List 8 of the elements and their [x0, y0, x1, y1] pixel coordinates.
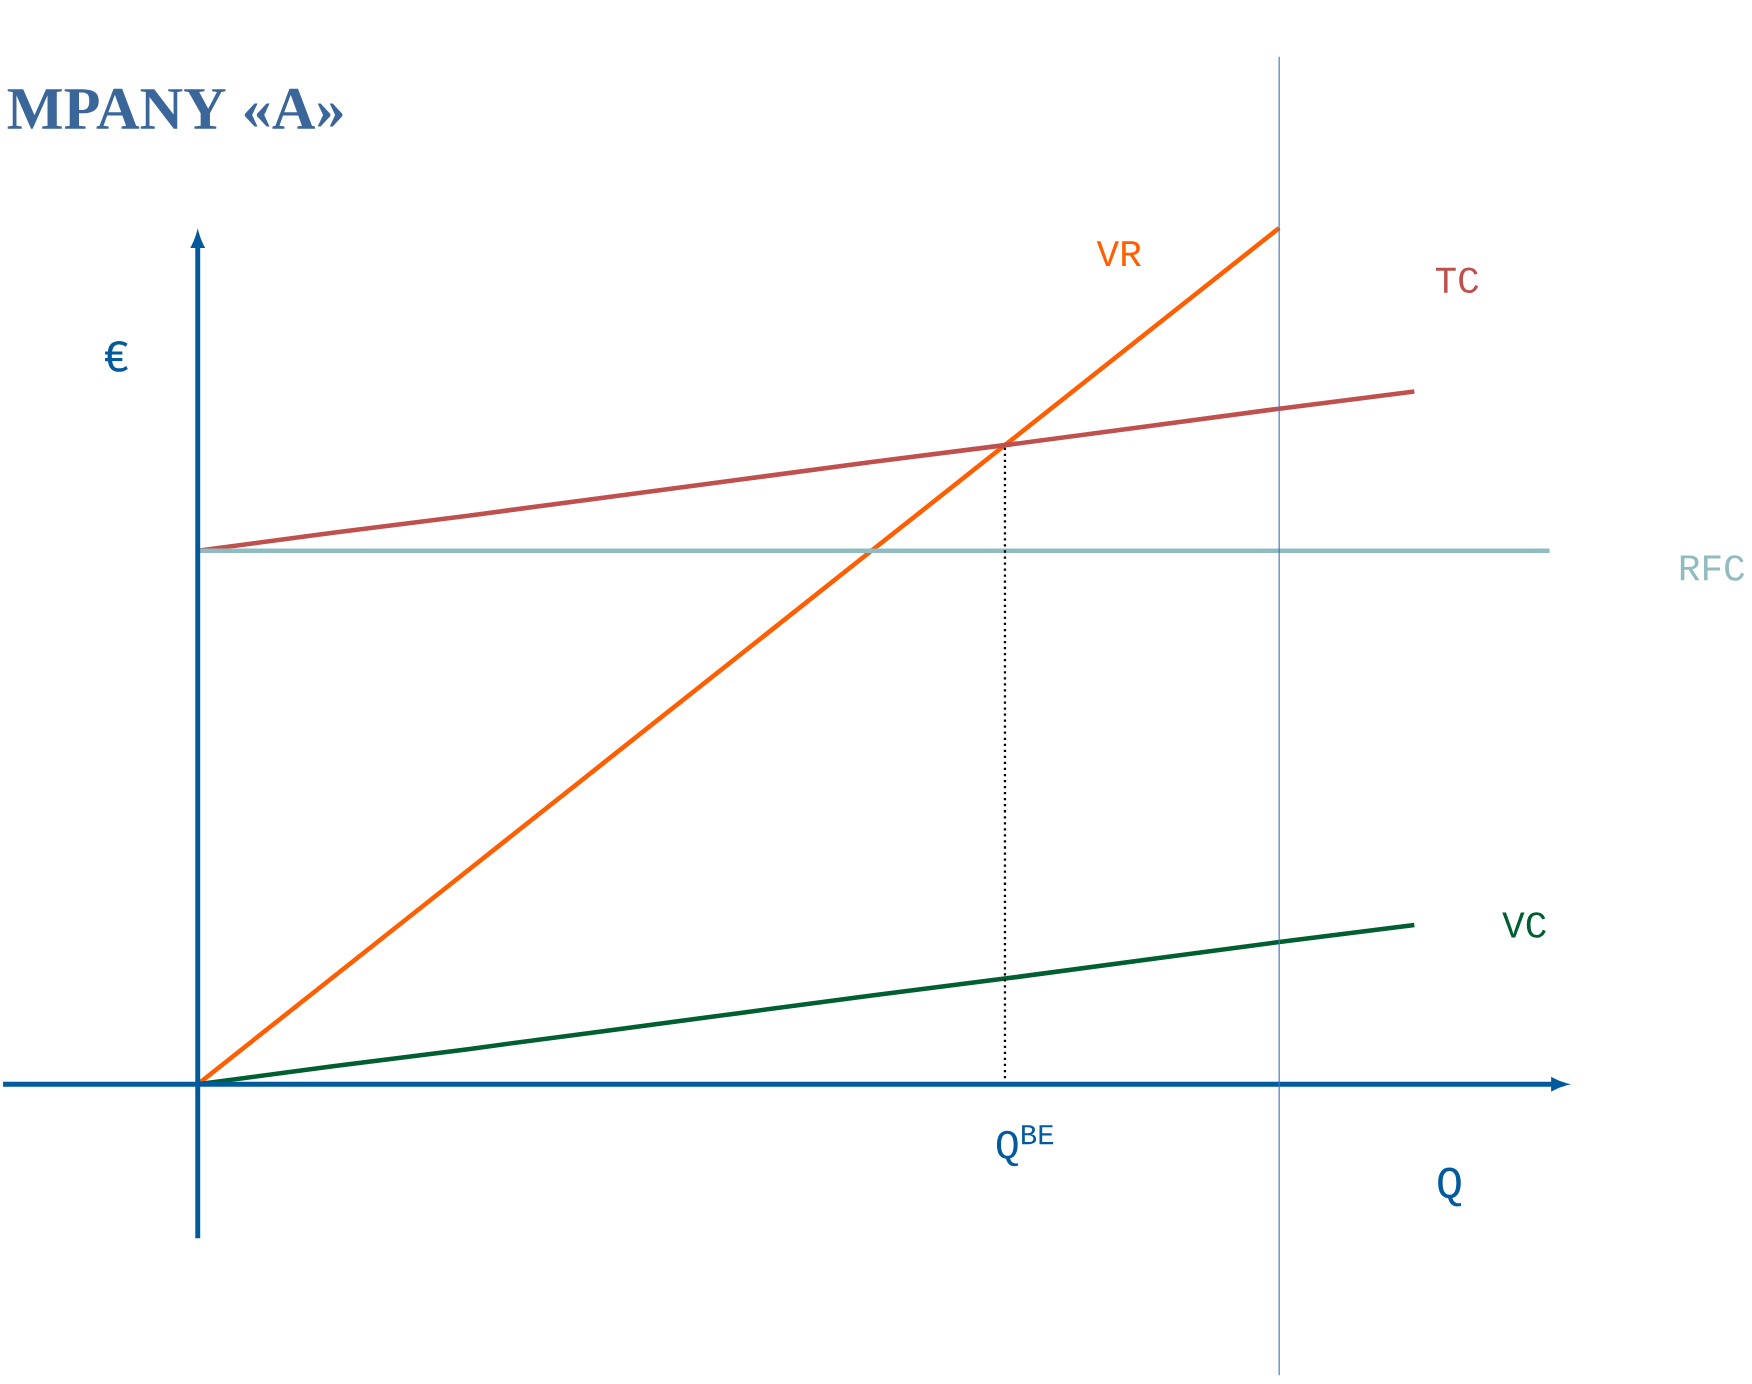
- text: Q$^{BE}$: [996, 1125, 1054, 1167]
- chart-title: MPANY «A»: [7, 88, 343, 129]
- x-axis-title: Q: [1438, 1167, 1462, 1207]
- text: RFC: [1680, 555, 1745, 581]
- y-axis-title: €: [105, 341, 128, 372]
- text: VC: [1502, 912, 1546, 938]
- series-label: VR: [1096, 241, 1141, 267]
- text: TC: [1435, 267, 1479, 293]
